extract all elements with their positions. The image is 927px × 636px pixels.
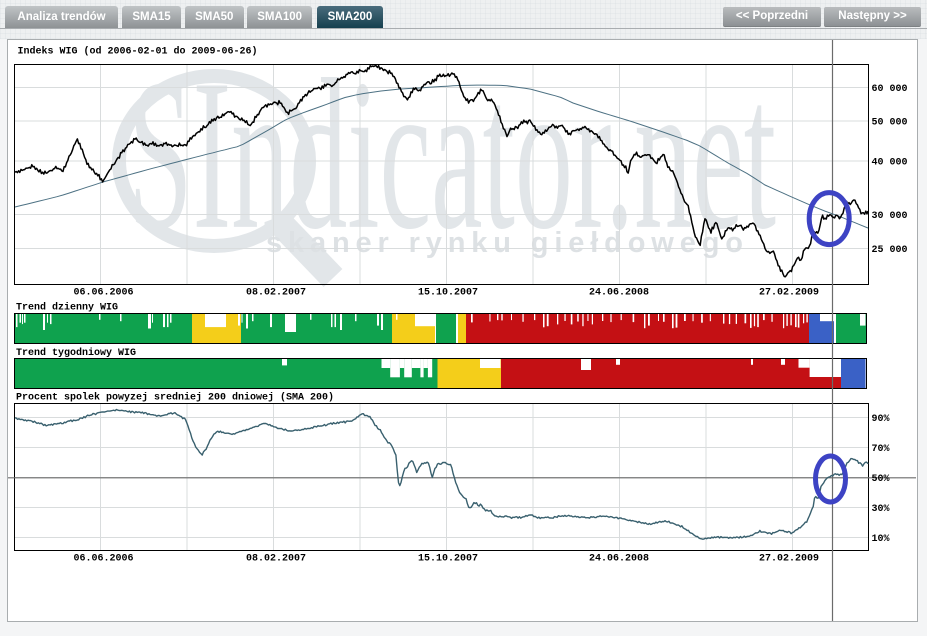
svg-text:50%: 50% [872,474,890,485]
svg-text:60 000: 60 000 [872,84,908,95]
svg-text:24.06.2008: 24.06.2008 [589,288,649,299]
svg-text:15.10.2007: 15.10.2007 [418,288,478,299]
svg-text:skaner rynku giełdowego: skaner rynku giełdowego [266,227,746,259]
svg-text:08.02.2007: 08.02.2007 [246,288,306,299]
svg-text:SIndicator.net: SIndicator.net [128,35,776,274]
svg-text:15.10.2007: 15.10.2007 [418,554,478,565]
svg-text:Trend tygodniowy WIG: Trend tygodniowy WIG [16,347,136,359]
svg-text:25 000: 25 000 [872,245,908,256]
svg-text:30%: 30% [872,504,890,515]
svg-text:Indeks WIG (od 2006-02-01 do 2: Indeks WIG (od 2006-02-01 do 2009-06-26) [18,46,258,58]
svg-text:27.02.2009: 27.02.2009 [759,288,819,299]
svg-text:06.06.2006: 06.06.2006 [73,554,133,565]
svg-text:27.02.2009: 27.02.2009 [759,554,819,565]
svg-text:Trend dzienny WIG: Trend dzienny WIG [16,302,118,314]
svg-text:24.06.2008: 24.06.2008 [589,554,649,565]
svg-text:40 000: 40 000 [872,158,908,169]
svg-text:06.06.2006: 06.06.2006 [73,288,133,299]
svg-text:Procent spolek powyzej srednie: Procent spolek powyzej sredniej 200 dnio… [16,392,334,404]
svg-text:10%: 10% [872,534,890,545]
svg-text:30 000: 30 000 [872,211,908,222]
svg-text:70%: 70% [872,444,890,455]
svg-text:90%: 90% [872,414,890,425]
svg-text:08.02.2007: 08.02.2007 [246,554,306,565]
svg-text:50 000: 50 000 [872,118,908,129]
